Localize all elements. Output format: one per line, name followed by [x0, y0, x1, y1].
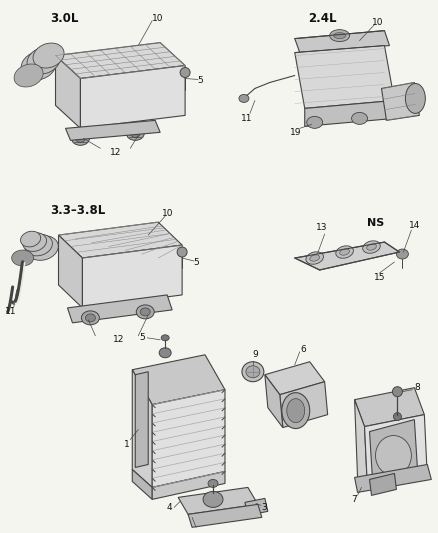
Polygon shape — [355, 387, 424, 426]
Ellipse shape — [246, 366, 260, 378]
Ellipse shape — [23, 233, 46, 252]
Text: 10: 10 — [372, 18, 383, 27]
Ellipse shape — [12, 250, 34, 266]
Ellipse shape — [161, 335, 169, 341]
Text: 15: 15 — [374, 273, 385, 282]
Ellipse shape — [25, 234, 53, 256]
Ellipse shape — [242, 362, 264, 382]
Ellipse shape — [310, 255, 320, 261]
Ellipse shape — [159, 348, 171, 358]
Ellipse shape — [136, 305, 154, 319]
Ellipse shape — [367, 244, 376, 250]
Ellipse shape — [406, 84, 425, 114]
Polygon shape — [81, 66, 185, 128]
Text: 3.3–3.8L: 3.3–3.8L — [50, 204, 106, 216]
Polygon shape — [188, 504, 262, 527]
Polygon shape — [66, 120, 160, 140]
Polygon shape — [56, 43, 185, 78]
Ellipse shape — [363, 241, 380, 253]
Polygon shape — [152, 390, 225, 487]
Ellipse shape — [27, 236, 58, 260]
Polygon shape — [265, 362, 325, 394]
Polygon shape — [355, 464, 431, 492]
Text: 3: 3 — [261, 503, 267, 512]
Ellipse shape — [375, 435, 411, 475]
Polygon shape — [56, 55, 81, 128]
Text: NS: NS — [367, 218, 384, 228]
Polygon shape — [381, 83, 419, 120]
Ellipse shape — [287, 399, 305, 423]
Ellipse shape — [21, 51, 56, 80]
Polygon shape — [82, 245, 182, 308]
Ellipse shape — [81, 311, 99, 325]
Text: 8: 8 — [414, 383, 420, 392]
Text: 5: 5 — [197, 76, 203, 85]
Text: 2.4L: 2.4L — [308, 12, 336, 25]
Ellipse shape — [340, 249, 350, 255]
Text: 7: 7 — [352, 495, 357, 504]
Ellipse shape — [177, 247, 187, 257]
Ellipse shape — [282, 393, 310, 429]
Ellipse shape — [392, 386, 403, 397]
Text: 1: 1 — [124, 440, 130, 449]
Polygon shape — [280, 382, 328, 427]
Text: 12: 12 — [110, 148, 121, 157]
Text: 14: 14 — [409, 221, 420, 230]
Text: 9: 9 — [252, 350, 258, 359]
Ellipse shape — [85, 314, 95, 322]
Text: 4: 4 — [166, 503, 172, 512]
Ellipse shape — [306, 252, 324, 264]
Polygon shape — [135, 372, 148, 467]
Polygon shape — [364, 415, 427, 489]
Text: 19: 19 — [290, 128, 301, 137]
Ellipse shape — [352, 112, 367, 124]
Ellipse shape — [140, 308, 150, 316]
Ellipse shape — [21, 231, 41, 247]
Ellipse shape — [75, 134, 85, 142]
Text: 12: 12 — [113, 335, 124, 344]
Polygon shape — [295, 242, 399, 270]
Ellipse shape — [14, 64, 43, 87]
Polygon shape — [59, 222, 182, 258]
Polygon shape — [370, 419, 417, 480]
Polygon shape — [152, 472, 225, 499]
Text: 6: 6 — [301, 345, 307, 354]
Text: 5: 5 — [193, 257, 199, 266]
Ellipse shape — [33, 43, 64, 68]
Polygon shape — [67, 295, 172, 323]
Ellipse shape — [307, 116, 323, 128]
Polygon shape — [132, 355, 225, 405]
Polygon shape — [132, 470, 152, 499]
Text: 13: 13 — [316, 223, 328, 232]
Polygon shape — [355, 400, 367, 489]
Polygon shape — [295, 46, 395, 108]
Ellipse shape — [130, 130, 140, 138]
Ellipse shape — [334, 33, 346, 38]
Ellipse shape — [208, 480, 218, 487]
Ellipse shape — [126, 126, 144, 140]
Polygon shape — [295, 30, 389, 53]
Ellipse shape — [396, 249, 408, 259]
Polygon shape — [59, 235, 82, 308]
Text: 11: 11 — [5, 308, 16, 317]
Text: 10: 10 — [162, 208, 174, 217]
Ellipse shape — [180, 68, 190, 77]
Text: 3.0L: 3.0L — [50, 12, 79, 25]
Polygon shape — [370, 473, 396, 495]
Ellipse shape — [71, 131, 89, 146]
Polygon shape — [245, 498, 268, 515]
Ellipse shape — [203, 491, 223, 507]
Text: 11: 11 — [241, 114, 253, 123]
Ellipse shape — [336, 246, 353, 259]
Ellipse shape — [27, 47, 60, 74]
Text: 10: 10 — [152, 14, 164, 23]
Ellipse shape — [393, 413, 401, 421]
Polygon shape — [132, 370, 152, 487]
Polygon shape — [305, 100, 395, 126]
Polygon shape — [265, 375, 283, 427]
Ellipse shape — [239, 94, 249, 102]
Text: 5: 5 — [139, 333, 145, 342]
Polygon shape — [178, 487, 258, 514]
Ellipse shape — [330, 30, 350, 42]
